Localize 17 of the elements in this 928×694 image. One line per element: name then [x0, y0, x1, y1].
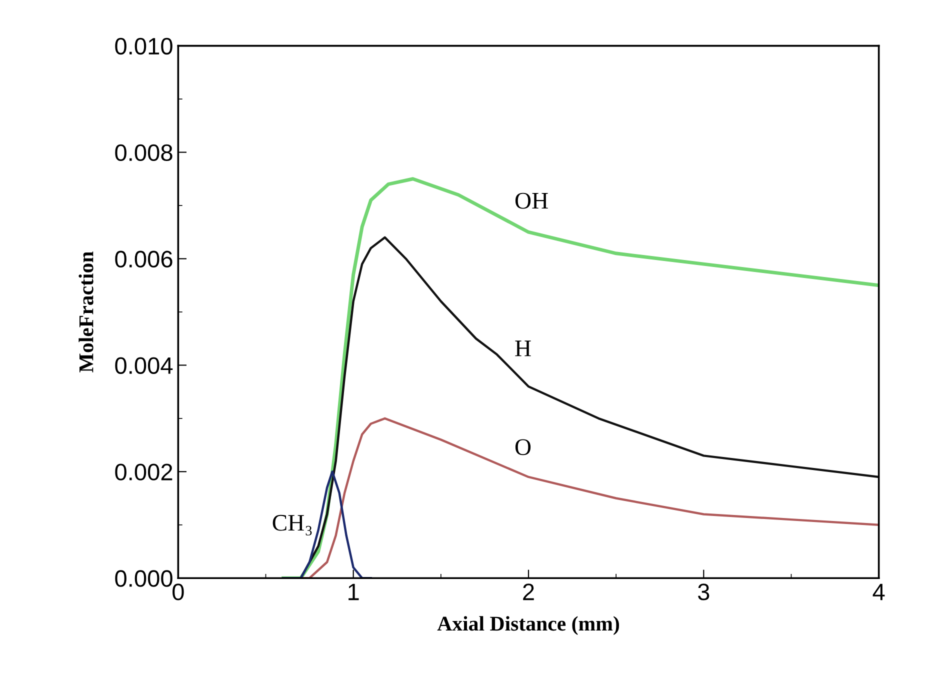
x-tick-label: 0 — [172, 584, 184, 600]
x-axis-title: Axial Distance (mm) — [437, 616, 619, 635]
y-tick-label: 0.004 — [115, 357, 173, 374]
y-tick-label: 0.000 — [115, 570, 172, 587]
y-tick-label: 0.006 — [115, 250, 172, 268]
series-label: H — [515, 340, 531, 356]
x-tick-label: 1 — [348, 584, 359, 600]
x-tick-label: 3 — [698, 584, 710, 600]
y-tick-label: 0.002 — [115, 464, 172, 480]
series-label: O — [515, 439, 531, 456]
y-axis-title: MoleFraction — [78, 252, 94, 372]
x-tick-label: 4 — [872, 584, 885, 600]
y-tick-label: 0.008 — [115, 144, 172, 162]
series-label: CH₃ — [272, 514, 312, 536]
series-label: OH — [515, 192, 548, 209]
x-tick-label: 2 — [523, 584, 534, 600]
y-tick-label: 0.010 — [115, 38, 172, 55]
